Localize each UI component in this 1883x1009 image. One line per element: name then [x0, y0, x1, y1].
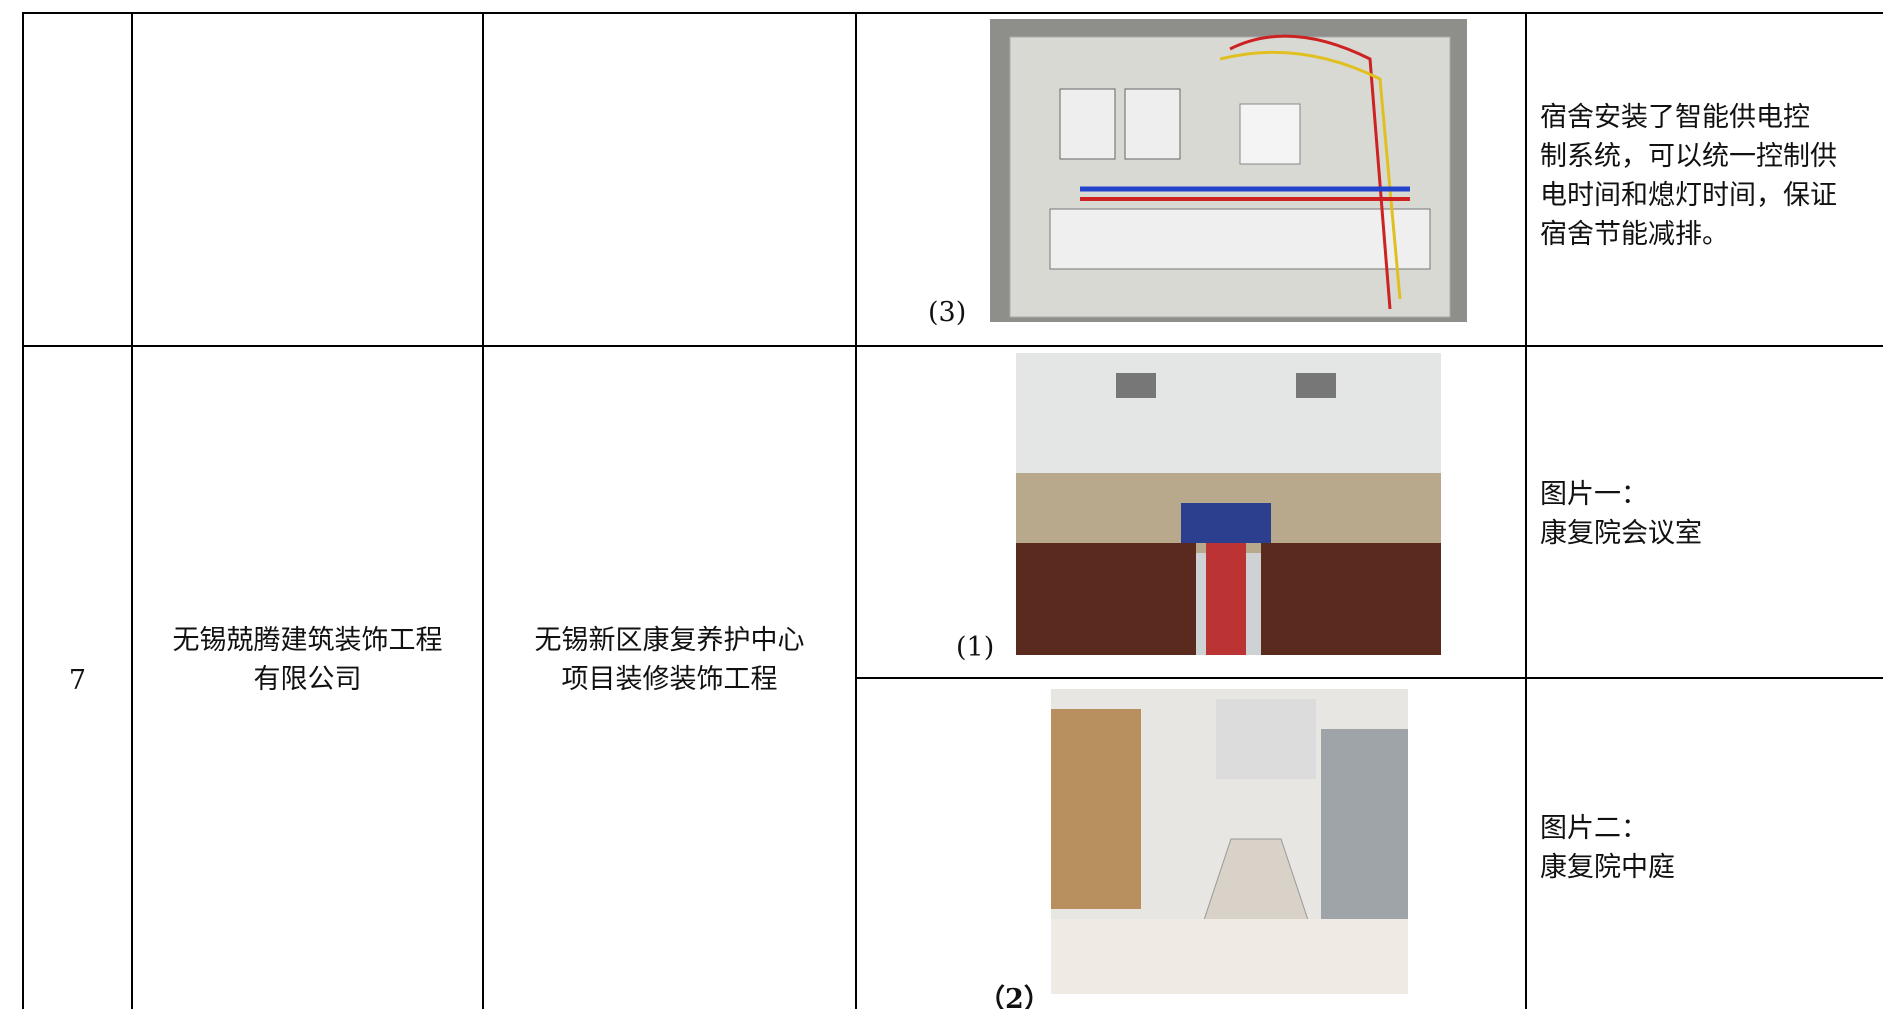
row-number: 7	[68, 665, 87, 696]
company-line: 无锡兢腾建筑装饰工程	[172, 625, 443, 656]
project-line: 无锡新区康复养护中心	[534, 625, 805, 656]
description-line: 制系统，可以统一控制供	[1540, 141, 1837, 172]
photo-caption: (3)	[928, 297, 967, 328]
photo-meeting-room	[1016, 353, 1441, 655]
project-line: 项目装修装饰工程	[561, 664, 778, 695]
photo-atrium	[1051, 689, 1408, 994]
table-border	[22, 12, 24, 1009]
company-line: 有限公司	[253, 664, 362, 695]
photo-caption: （2）	[978, 984, 1051, 1009]
description-line: 宿舍节能减排。	[1540, 219, 1729, 250]
column-divider	[482, 12, 484, 1009]
table-border	[22, 12, 1883, 14]
column-divider	[855, 12, 857, 1009]
description-line: 图片二：	[1540, 813, 1648, 844]
description-line: 电时间和熄灯时间，保证	[1540, 180, 1837, 211]
photo-caption: (1)	[956, 632, 995, 663]
photo-electrical-box	[990, 19, 1467, 322]
row-divider	[22, 345, 1883, 347]
description-line: 康复院会议室	[1540, 518, 1702, 549]
column-divider	[1525, 12, 1527, 1009]
description-line: 图片一：	[1540, 479, 1648, 510]
description-line: 康复院中庭	[1540, 852, 1675, 883]
row-divider	[856, 677, 1883, 679]
column-divider	[131, 12, 133, 1009]
description-line: 宿舍安装了智能供电控	[1540, 102, 1810, 133]
